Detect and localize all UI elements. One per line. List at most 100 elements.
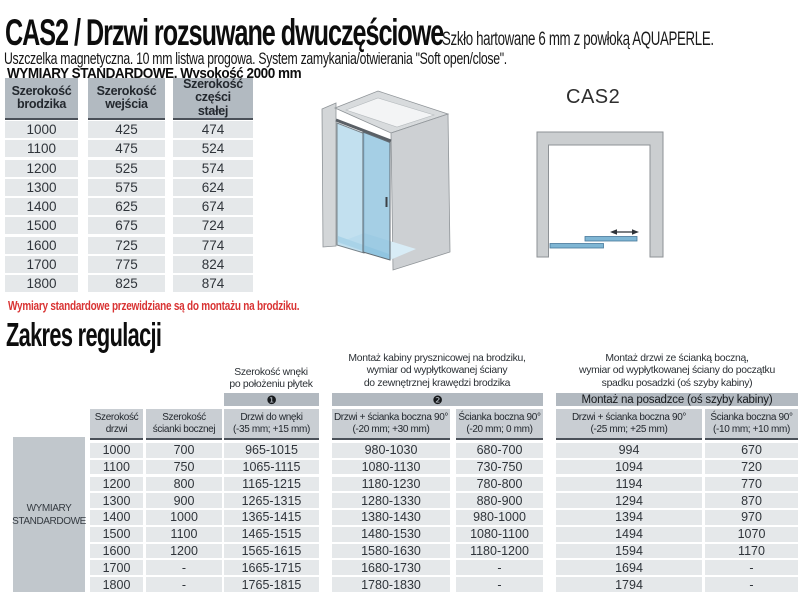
column-header-szerokosc-wejscia: Szerokość wejścia — [88, 78, 165, 120]
group-bar-1: ❶ — [224, 393, 319, 407]
table-cell: 1465-1515 — [224, 526, 319, 542]
table-cell: 1165-1215 — [224, 476, 319, 492]
table-cell: 1680-1730 — [332, 560, 450, 576]
top-rail — [335, 118, 392, 143]
group-bar-posadzce: Montaż na posadzce (oś szyby kabiny) — [556, 393, 798, 406]
table-cell: 1400 — [90, 510, 143, 525]
table-cell: 425 — [88, 121, 165, 138]
table-row: 1100 750 1065-1115 1080-1130 730-750 1094 720 — [90, 459, 798, 475]
table-cell: - — [456, 560, 543, 576]
table-cell: 980-1000 — [456, 510, 543, 525]
table-cell: 725 — [88, 236, 165, 254]
glass-spec-note: Szkło hartowane 6 mm z powłoką AQUAPERLE… — [442, 29, 714, 50]
table-row: 1600 725 774 — [5, 236, 253, 254]
table-row: 1500 675 724 — [5, 217, 253, 235]
table-cell: - — [146, 577, 222, 592]
table-cell: 1400 — [5, 198, 78, 216]
table-row: 1600 1200 1565-1615 1580-1630 1180-1200 1594 1… — [90, 543, 798, 559]
table-cell: 1600 — [90, 543, 143, 559]
table-cell: 1565-1615 — [224, 543, 319, 559]
table-cell: 730-750 — [456, 459, 543, 475]
table-cell: 1600 — [5, 236, 78, 254]
column-header-drzwi-scianka-90: Drzwi + ścianka boczna 90° (-20 mm; +30 … — [332, 409, 450, 440]
standard-dimensions-table: 1000 425 474 1100 475 524 1200 525 574 1300 575 624… — [5, 121, 253, 295]
sliding-glass-panel — [362, 131, 391, 261]
table-cell: 775 — [88, 256, 165, 274]
table-cell: 1800 — [5, 275, 78, 293]
left-wall-panel — [321, 102, 337, 248]
top-opening — [345, 97, 436, 128]
column-header-drzwi-scianka-90-posadzka: Drzwi + ścianka boczna 90° (-25 mm; +25 … — [556, 409, 702, 440]
table-cell: 1694 — [556, 560, 702, 576]
column-header-scianka-90-posadzka: Ścianka boczna 90° (-10 mm; +10 mm) — [705, 409, 798, 440]
table-cell: 1580-1630 — [332, 543, 450, 559]
table-cell: 970 — [705, 510, 798, 525]
table-cell: 1480-1530 — [332, 526, 450, 542]
table-cell: 1100 — [146, 526, 222, 542]
table-cell: 1500 — [90, 526, 143, 542]
table-cell: 674 — [173, 198, 253, 216]
table-cell: 1080-1130 — [332, 459, 450, 475]
table-cell: 724 — [173, 217, 253, 235]
table-cell: 824 — [173, 256, 253, 274]
table-row: 1200 800 1165-1215 1180-1230 780-800 1194 770 — [90, 476, 798, 492]
row-group-label: WYMIARY STANDARDOWE — [12, 437, 86, 592]
table-cell: 874 — [173, 275, 253, 293]
table-cell: 680-700 — [456, 443, 543, 458]
sliding-panel-plan — [584, 236, 638, 242]
table-cell: 900 — [146, 493, 222, 508]
table-row: 1000 425 474 — [5, 121, 253, 138]
table-cell: 1065-1115 — [224, 459, 319, 475]
table-cell: 1494 — [556, 526, 702, 542]
table-cell: 1000 — [5, 121, 78, 138]
table-cell: 1594 — [556, 543, 702, 559]
table-row: 1000 700 965-1015 980-1030 680-700 994 670 — [90, 443, 798, 458]
standard-dimensions-heading: WYMIARY STANDARDOWE. Wysokość 2000 mm — [7, 65, 302, 82]
table-cell: 625 — [88, 198, 165, 216]
table-cell: 1070 — [705, 526, 798, 542]
column-header-drzwi-do-wneki: Drzwi do wnęki (-35 mm; +15 mm) — [224, 409, 319, 440]
column-header-szerokosc-czesci-stalej: Szerokość części stałej — [173, 77, 253, 120]
table-cell: 675 — [88, 217, 165, 235]
group-bar-2: ❷ — [332, 393, 543, 407]
table-cell: 965-1015 — [224, 443, 319, 458]
table-row: 1800-1765-1815 1780-1830-1794- — [90, 577, 798, 592]
cas2-plan-diagram — [536, 131, 664, 258]
table-cell: 1000 — [90, 443, 143, 458]
table-cell: 700 — [146, 443, 222, 458]
table-cell: 800 — [146, 476, 222, 492]
shower-cabin-isometric-diagram — [321, 90, 451, 271]
table-cell: 1180-1230 — [332, 476, 450, 492]
table-row: 1100 475 524 — [5, 140, 253, 158]
product-subtitle: Uszczelka magnetyczna. 10 mm listwa prog… — [4, 49, 507, 68]
column-header-scianka-boczna: Szerokość ścianki bocznej — [146, 409, 222, 440]
table-cell: 1365-1415 — [224, 510, 319, 525]
table-cell: 1794 — [556, 577, 702, 592]
table-row: 1800 825 874 — [5, 275, 253, 293]
table-cell: 1200 — [146, 543, 222, 559]
table-cell: 750 — [146, 459, 222, 475]
column-header-szerokosc-drzwi: Szerokość drzwi — [90, 409, 143, 440]
table-row: 1300 900 1265-1315 1280-1330 880-900 1294 870 — [90, 493, 798, 508]
table-cell: 720 — [705, 459, 798, 475]
table-cell: 574 — [173, 159, 253, 177]
table-cell: 475 — [88, 140, 165, 158]
table-cell: 1100 — [5, 140, 78, 158]
table-cell: 1765-1815 — [224, 577, 319, 592]
table-cell: 1200 — [90, 476, 143, 492]
table-cell: 1380-1430 — [332, 510, 450, 525]
column-header-scianka-90: Ścianka boczna 90° (-20 mm; 0 mm) — [456, 409, 543, 440]
table-row: 1500 1100 1465-1515 1480-1530 1080-1100 1494 1… — [90, 526, 798, 542]
fixed-panel-plan — [549, 243, 604, 249]
table-cell: 1294 — [556, 493, 702, 508]
side-wall-panel — [390, 113, 451, 271]
table-cell: 1780-1830 — [332, 577, 450, 592]
table-row: 1300 575 624 — [5, 178, 253, 196]
table-cell: 524 — [173, 140, 253, 158]
wall-outline — [536, 131, 664, 258]
slide-direction-arrow-icon — [610, 229, 639, 235]
table-cell: 994 — [556, 443, 702, 458]
table-cell: 1094 — [556, 459, 702, 475]
table-row: 1400 625 674 — [5, 198, 253, 216]
